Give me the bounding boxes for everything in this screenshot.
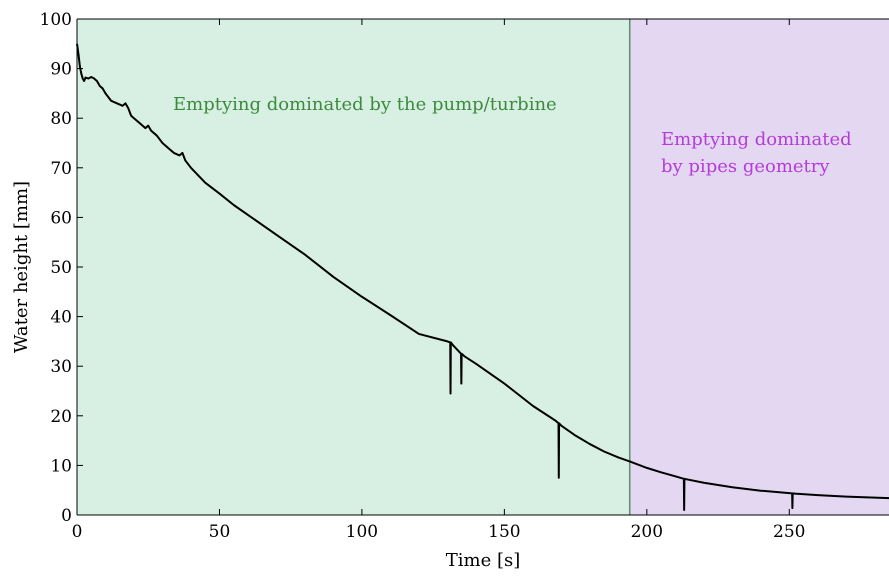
annotation-pump-region: Emptying dominated by the pump/turbine xyxy=(173,94,557,115)
x-axis-label: Time [s] xyxy=(446,550,521,571)
x-tick-label: 150 xyxy=(488,522,520,542)
series-layer xyxy=(76,43,889,512)
annotation-geometry-line-2: by pipes geometry xyxy=(661,156,830,177)
region-1 xyxy=(629,19,889,515)
y-tick-label: 40 xyxy=(50,308,72,328)
y-axis-label: Water height [mm] xyxy=(11,181,32,353)
x-tick-label: 200 xyxy=(631,522,663,542)
y-tick-label: 30 xyxy=(50,357,72,377)
annotations: Emptying dominated by the pump/turbine E… xyxy=(173,94,852,177)
x-tick-label: 100 xyxy=(346,522,378,542)
region-0 xyxy=(77,19,630,515)
x-tick-label: 0 xyxy=(72,522,83,542)
series-line-0 xyxy=(76,43,889,512)
y-ticks: 0 10 20 30 40 50 60 70 80 90 100 xyxy=(40,10,83,526)
x-tick-label: 50 xyxy=(209,522,231,542)
y-tick-label: 0 xyxy=(61,506,72,526)
y-tick-label: 20 xyxy=(50,407,72,427)
y-tick-label: 10 xyxy=(50,456,72,476)
x-ticks: 0 50 100 150 200 250 xyxy=(72,19,806,542)
y-tick-label: 70 xyxy=(50,159,72,179)
y-tick-label: 100 xyxy=(40,10,72,30)
x-tick-label: 250 xyxy=(773,522,805,542)
annotation-geometry-line-1: Emptying dominated xyxy=(661,129,852,150)
y-tick-label: 90 xyxy=(50,60,72,80)
y-tick-label: 80 xyxy=(50,109,72,129)
y-tick-label: 50 xyxy=(50,258,72,278)
y-tick-label: 60 xyxy=(50,208,72,228)
shaded-regions xyxy=(77,19,889,515)
